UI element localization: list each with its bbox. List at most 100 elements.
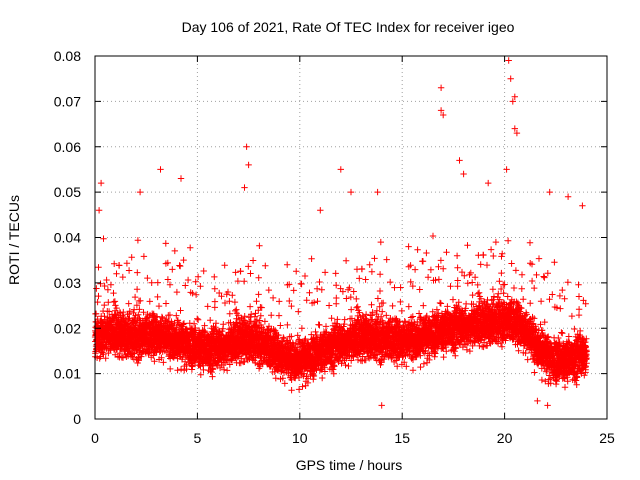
data-point-marker — [229, 292, 236, 299]
data-point-marker — [416, 286, 423, 293]
data-point-marker — [345, 362, 352, 370]
data-point-marker — [371, 255, 378, 262]
data-point-marker — [123, 260, 131, 267]
data-point-marker — [166, 311, 174, 319]
data-point-marker — [113, 346, 120, 353]
data-point-marker — [294, 332, 301, 339]
data-point-marker — [140, 253, 148, 260]
data-point-marker — [268, 312, 275, 319]
data-point-marker — [380, 299, 387, 307]
data-point-marker — [377, 238, 384, 246]
data-point-marker — [316, 278, 323, 286]
data-point-marker — [310, 376, 317, 383]
data-point-marker — [150, 352, 157, 359]
data-point-marker — [136, 306, 143, 313]
data-point-marker — [383, 256, 390, 263]
data-point-marker — [376, 287, 384, 295]
data-point-marker — [409, 367, 417, 374]
data-point-marker — [290, 287, 297, 294]
data-point-marker — [354, 356, 362, 364]
data-point-marker — [387, 278, 394, 286]
data-point-marker — [145, 350, 152, 357]
data-point-marker — [211, 298, 219, 305]
data-point-marker — [333, 282, 340, 289]
data-point-marker — [167, 365, 174, 373]
data-point-marker — [171, 247, 178, 255]
data-point-marker — [353, 295, 360, 303]
data-point-marker — [116, 262, 123, 269]
data-point-marker — [373, 307, 381, 314]
data-point-marker — [362, 276, 369, 283]
data-point-marker — [105, 299, 112, 306]
data-point-marker — [134, 269, 141, 276]
data-point-marker — [401, 318, 408, 325]
data-point-marker — [211, 304, 218, 311]
data-point-marker — [151, 358, 158, 365]
data-point-marker — [293, 268, 300, 275]
data-point-marker — [295, 386, 303, 393]
data-point-marker — [256, 317, 263, 324]
data-point-marker — [440, 353, 447, 361]
data-point-marker — [419, 258, 427, 265]
data-point-marker — [276, 298, 283, 305]
data-point-marker — [164, 259, 171, 267]
data-point-marker — [277, 322, 284, 329]
data-point-marker — [110, 289, 117, 297]
data-point-marker — [110, 298, 117, 306]
data-point-marker — [303, 297, 310, 304]
data-point-marker — [133, 302, 141, 309]
data-point-marker — [415, 310, 423, 317]
data-point-marker — [405, 303, 412, 310]
data-point-marker — [265, 286, 272, 294]
data-point-marker — [397, 284, 404, 291]
data-point-marker — [158, 313, 166, 321]
data-point-marker — [313, 285, 321, 292]
data-point-marker — [231, 298, 239, 306]
data-point-marker — [255, 291, 262, 298]
data-point-marker — [177, 262, 184, 270]
data-point-marker — [321, 269, 329, 276]
data-points — [91, 57, 590, 409]
data-point-marker — [341, 316, 348, 323]
data-point-marker — [420, 302, 427, 309]
data-point-marker — [125, 267, 133, 274]
data-point-marker — [105, 308, 113, 315]
data-point-marker — [211, 273, 218, 281]
data-point-marker — [374, 295, 382, 302]
data-point-marker — [436, 299, 444, 307]
data-point-marker — [269, 294, 277, 302]
data-point-marker — [241, 278, 248, 285]
data-point-marker — [104, 286, 112, 293]
data-point-marker — [333, 294, 340, 302]
data-point-marker — [137, 297, 144, 304]
data-point-marker — [319, 374, 326, 382]
data-point-marker — [97, 280, 104, 287]
data-point-marker — [112, 302, 119, 309]
data-point-marker — [435, 276, 443, 283]
data-point-marker — [347, 293, 354, 301]
data-point-marker — [135, 311, 142, 318]
data-point-marker — [184, 276, 192, 284]
data-point-marker — [237, 268, 244, 275]
data-point-marker — [398, 307, 405, 315]
data-point-marker — [177, 307, 184, 314]
data-point-marker — [197, 283, 204, 290]
data-point-marker — [101, 282, 108, 290]
data-point-marker — [325, 302, 333, 309]
data-point-marker — [414, 246, 421, 253]
data-point-marker — [174, 367, 181, 374]
data-point-marker — [249, 257, 257, 264]
data-point-marker — [204, 303, 211, 310]
data-point-marker — [417, 363, 424, 371]
data-point-marker — [431, 353, 438, 360]
data-point-marker — [113, 304, 120, 312]
data-point-marker — [130, 318, 137, 325]
data-point-marker — [111, 260, 118, 267]
data-point-marker — [405, 243, 412, 250]
data-point-marker — [411, 266, 419, 273]
data-point-marker — [132, 312, 139, 319]
grid-lines — [95, 56, 607, 419]
data-point-marker — [107, 347, 114, 354]
data-point-marker — [330, 366, 337, 373]
x-axis-label: GPS time / hours — [296, 457, 403, 473]
